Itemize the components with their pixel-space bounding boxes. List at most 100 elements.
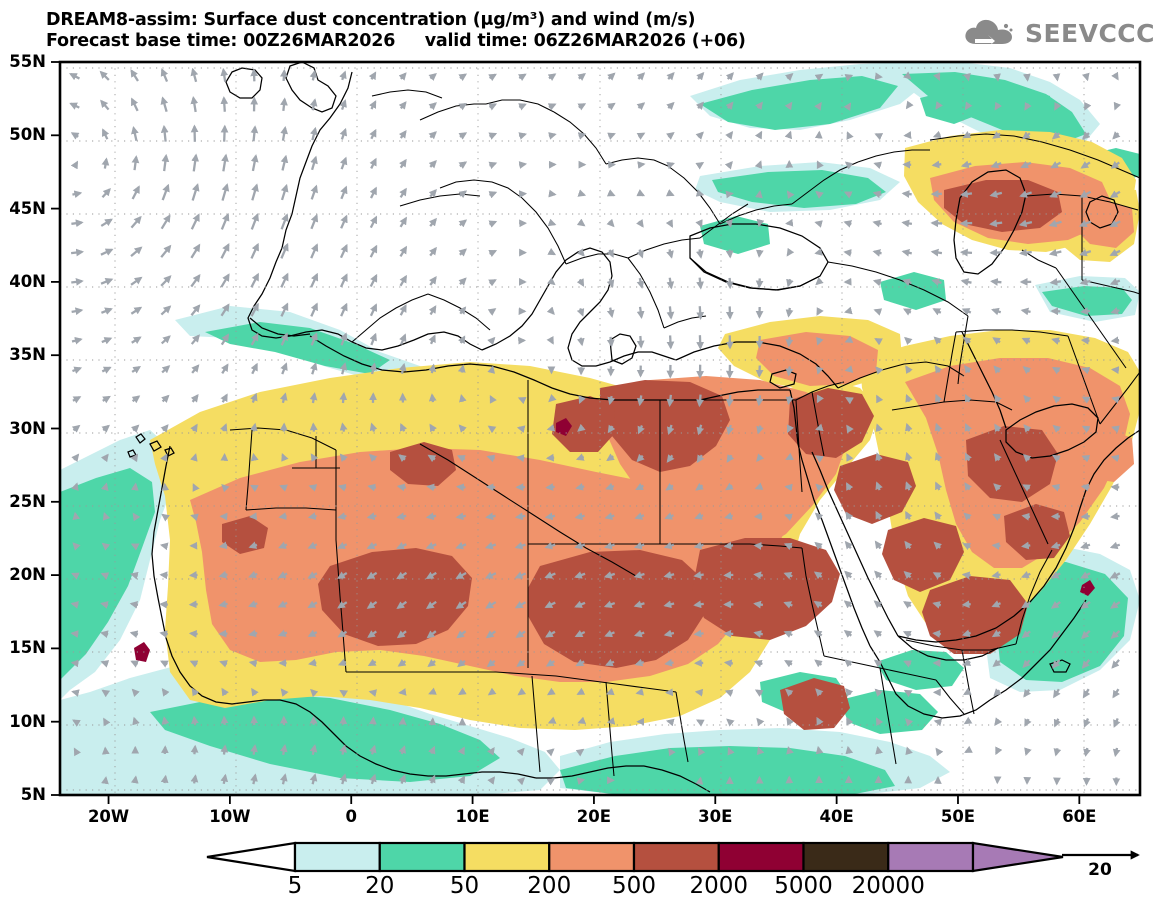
- wind-arrow: [577, 423, 586, 432]
- wind-arrow: [991, 542, 1001, 550]
- wind-arrow: [607, 72, 616, 81]
- wind-arrow: [220, 303, 230, 317]
- wind-arrow: [160, 542, 169, 551]
- wind-arrow: [1080, 601, 1091, 609]
- wind-arrow: [280, 302, 289, 317]
- wind-arrow: [399, 158, 407, 169]
- wind-arrow: [396, 541, 407, 550]
- wind-arrow: [725, 219, 733, 228]
- wind-arrow: [873, 659, 883, 668]
- wind-arrow: [486, 454, 496, 463]
- wind-arrow: [101, 542, 111, 551]
- colorbar-tick-label: 200: [527, 873, 572, 899]
- wind-arrow: [903, 689, 913, 698]
- wind-arrow: [130, 97, 139, 112]
- wind-arrow: [1081, 425, 1091, 434]
- wind-arrow: [696, 277, 704, 290]
- wind-arrow: [485, 512, 496, 521]
- wind-arrow: [251, 687, 259, 697]
- wind-arrow: [666, 101, 675, 111]
- wind-arrow: [633, 600, 645, 609]
- wind-arrow: [219, 660, 228, 668]
- wind-arrow: [1079, 248, 1092, 257]
- wind-arrow: [874, 688, 883, 697]
- wind-arrow: [369, 186, 377, 199]
- wind-arrow: [487, 776, 496, 785]
- wind-arrow: [487, 336, 496, 346]
- wind-arrow: [964, 745, 973, 754]
- wind-arrow: [458, 102, 468, 111]
- wind-arrow: [130, 482, 139, 491]
- wind-arrow: [1050, 600, 1061, 609]
- wind-arrow: [603, 600, 616, 608]
- wind-arrow: [72, 396, 82, 404]
- wind-arrow: [755, 101, 763, 111]
- wind-arrow: [576, 687, 586, 696]
- wind-arrow: [1080, 629, 1091, 640]
- wind-arrow: [369, 303, 378, 317]
- wind-arrow: [339, 362, 348, 375]
- wind-arrow: [190, 243, 201, 259]
- wind-arrow: [724, 161, 733, 170]
- wind-arrow: [696, 249, 704, 259]
- wind-arrow: [160, 774, 169, 784]
- wind-arrow: [129, 630, 139, 639]
- wind-arrow: [485, 630, 497, 639]
- wind-arrow: [577, 716, 587, 724]
- wind-arrow: [963, 512, 972, 521]
- axis-ticks: [51, 61, 1081, 804]
- wind-arrow: [221, 484, 230, 493]
- wind-arrow: [993, 453, 1002, 462]
- y-tick-label: 20N: [9, 565, 46, 585]
- wind-arrow: [874, 133, 884, 141]
- wind-arrow: [190, 304, 201, 316]
- wind-arrow: [70, 601, 79, 609]
- wind-arrow: [130, 306, 143, 315]
- wind-arrow: [668, 747, 676, 757]
- wind-arrow: [1050, 161, 1062, 169]
- wind-arrow: [1082, 72, 1090, 82]
- wind-arrow: [815, 190, 824, 199]
- wind-arrow: [396, 512, 407, 521]
- wind-arrow: [129, 600, 139, 609]
- wind-arrow: [1024, 102, 1032, 111]
- wind-arrow: [577, 189, 587, 197]
- wind-arrow: [784, 101, 793, 111]
- wind-arrow: [1113, 101, 1122, 111]
- wind-arrow: [191, 687, 200, 697]
- wind-arrow: [488, 220, 498, 228]
- wind-arrow: [1080, 512, 1090, 521]
- wind-arrow: [339, 243, 348, 259]
- wind-arrow: [309, 422, 318, 432]
- wind-arrow: [71, 482, 79, 491]
- wind-arrow: [428, 334, 436, 345]
- wind-arrow: [160, 214, 171, 230]
- wind-arrow: [901, 190, 912, 198]
- wind-arrow: [990, 278, 1002, 286]
- wind-arrow: [604, 512, 615, 520]
- wind-arrow: [634, 512, 645, 520]
- wind-arrow: [1112, 688, 1120, 699]
- wind-arrow: [816, 160, 824, 170]
- wind-arrow: [1083, 718, 1091, 728]
- wind-arrow: [1080, 161, 1091, 169]
- wind-arrow: [425, 600, 437, 610]
- wind-arrow: [399, 422, 408, 432]
- wind-arrow: [634, 658, 645, 667]
- wind-arrow: [310, 213, 319, 230]
- wind-arrow: [458, 161, 468, 169]
- wind-arrow: [398, 688, 407, 696]
- wind-arrow: [964, 101, 973, 111]
- wind-arrow: [250, 154, 259, 172]
- wind-arrow: [518, 132, 528, 140]
- wind-arrow: [249, 422, 258, 432]
- wind-arrow: [846, 453, 854, 462]
- wind-arrow: [457, 364, 466, 373]
- wind-arrow: [517, 73, 527, 82]
- wind-arrow: [756, 717, 765, 727]
- wind-arrow: [843, 600, 853, 609]
- y-tick-label: 25N: [9, 491, 46, 511]
- wind-arrow: [457, 659, 466, 668]
- wind-arrow: [783, 542, 793, 551]
- wind-arrow: [337, 541, 348, 549]
